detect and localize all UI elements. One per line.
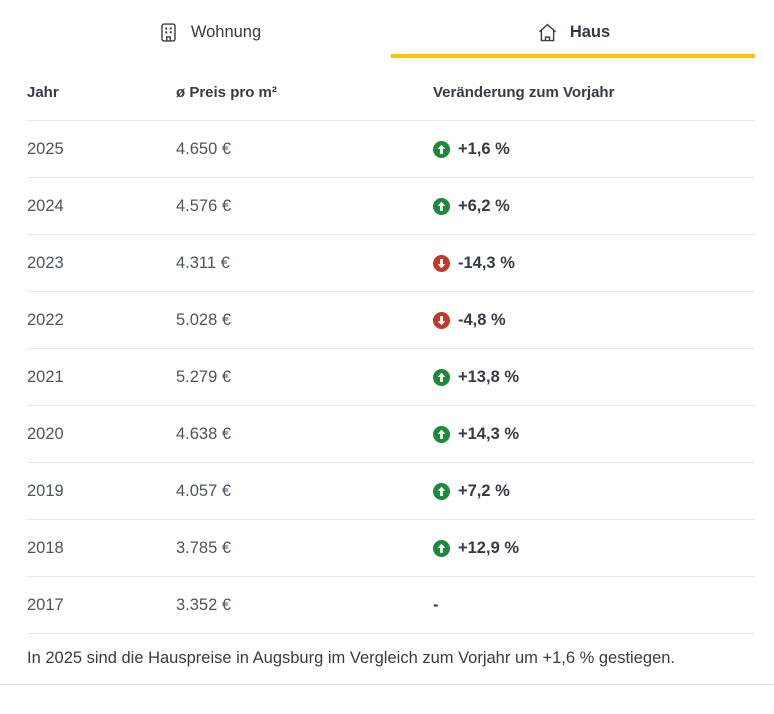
tab-wohnung[interactable]: Wohnung	[27, 10, 391, 58]
change-cell: +1,6 %	[433, 140, 755, 159]
table-row: 2019 4.057 € +7,2 %	[27, 463, 755, 520]
price-cell: 3.352 €	[176, 595, 232, 614]
table-row: 2025 4.650 € +1,6 %	[27, 121, 755, 178]
price-cell: 4.638 €	[176, 424, 232, 443]
year-cell: 2020	[27, 424, 64, 443]
year-cell: 2025	[27, 139, 64, 158]
column-header-jahr: Jahr	[27, 84, 59, 101]
year-cell: 2018	[27, 538, 64, 557]
price-cell: 4.311 €	[176, 253, 230, 272]
arrow-up-circle-icon	[433, 140, 450, 158]
column-header-veraenderung: Veränderung zum Vorjahr	[433, 84, 615, 101]
change-cell: +12,9 %	[433, 539, 755, 558]
table-row: 2021 5.279 € +13,8 %	[27, 349, 755, 406]
house-icon	[536, 21, 559, 44]
year-cell: 2023	[27, 253, 64, 272]
price-cell: 5.279 €	[176, 367, 232, 386]
summary-text: In 2025 sind die Hauspreise in Augsburg …	[27, 649, 676, 667]
change-cell: +6,2 %	[433, 197, 755, 216]
year-cell: 2024	[27, 196, 64, 215]
table-header-row: Jahr ø Preis pro m² Veränderung zum Vorj…	[27, 58, 755, 121]
price-cell: 4.650 €	[176, 139, 232, 158]
arrow-down-circle-icon	[433, 311, 450, 329]
year-cell: 2019	[27, 481, 64, 500]
price-table-panel: Wohnung Haus Jahr ø Preis pro m² Verände…	[0, 10, 774, 685]
arrow-up-circle-icon	[433, 197, 450, 215]
price-history-table: Jahr ø Preis pro m² Veränderung zum Vorj…	[27, 58, 755, 634]
change-cell: -4,8 %	[433, 311, 755, 330]
table-row: 2017 3.352 € -	[27, 577, 755, 634]
year-cell: 2022	[27, 310, 64, 329]
property-type-tabs: Wohnung Haus	[27, 10, 755, 58]
column-header-preis: ø Preis pro m²	[176, 84, 277, 101]
table-row: 2024 4.576 € +6,2 %	[27, 178, 755, 235]
change-cell: +7,2 %	[433, 482, 755, 501]
building-icon	[157, 21, 180, 44]
change-cell: -	[433, 595, 439, 614]
change-cell: +14,3 %	[433, 425, 755, 444]
table-row: 2023 4.311 € -14,3 %	[27, 235, 755, 292]
price-cell: 4.576 €	[176, 196, 232, 215]
table-body: 2025 4.650 € +1,6 % 2024 4.576 € +6,2 %	[27, 121, 755, 634]
year-cell: 2017	[27, 595, 64, 614]
year-cell: 2021	[27, 367, 64, 386]
table-row: 2022 5.028 € -4,8 %	[27, 292, 755, 349]
table-row: 2020 4.638 € +14,3 %	[27, 406, 755, 463]
price-cell: 4.057 €	[176, 481, 232, 500]
tab-haus-label: Haus	[569, 22, 611, 41]
table-row: 2018 3.785 € +12,9 %	[27, 520, 755, 577]
change-cell: -14,3 %	[433, 254, 755, 273]
arrow-up-circle-icon	[433, 539, 450, 557]
arrow-down-circle-icon	[433, 254, 450, 272]
arrow-up-circle-icon	[433, 368, 450, 386]
price-cell: 3.785 €	[176, 538, 232, 557]
tab-wohnung-label: Wohnung	[190, 22, 262, 41]
arrow-up-circle-icon	[433, 482, 450, 500]
change-cell: +13,8 %	[433, 368, 755, 387]
bottom-divider	[0, 684, 774, 685]
tab-haus[interactable]: Haus	[391, 10, 755, 58]
arrow-up-circle-icon	[433, 425, 450, 443]
price-cell: 5.028 €	[176, 310, 232, 329]
